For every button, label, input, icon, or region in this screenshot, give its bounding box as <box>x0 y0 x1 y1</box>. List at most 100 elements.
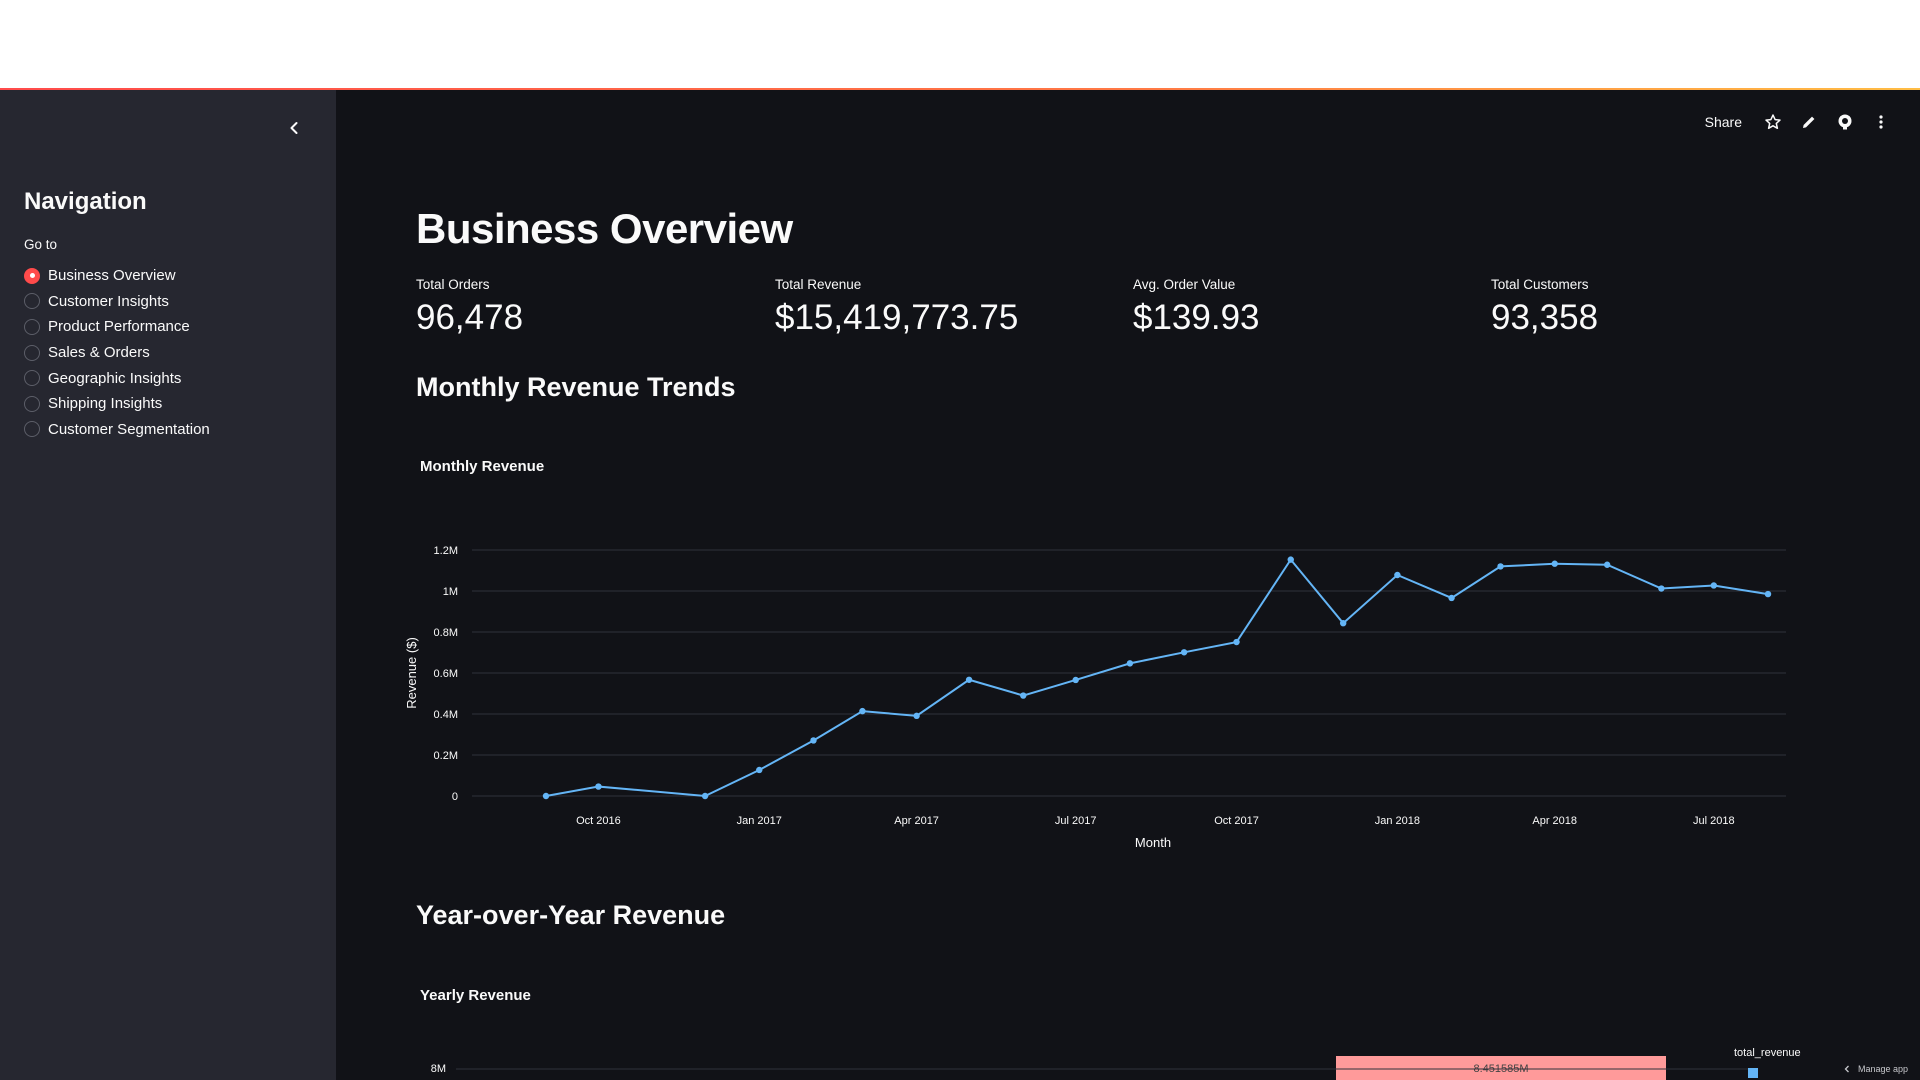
x-tick-label: Oct 2017 <box>1214 815 1259 827</box>
x-axis-title: Month <box>1135 835 1171 850</box>
data-point <box>859 707 866 715</box>
pencil-icon[interactable] <box>1800 113 1818 131</box>
nav-option-label: Product Performance <box>48 318 190 336</box>
page-title: Business Overview <box>416 205 793 252</box>
y-tick-label: 0.8M <box>434 627 458 639</box>
nav-option-label: Business Overview <box>48 267 176 285</box>
metric-value: 96,478 <box>416 298 524 337</box>
y-tick-label: 0 <box>452 791 458 803</box>
y-tick-label: 1.2M <box>434 545 458 557</box>
data-point <box>1497 563 1504 570</box>
data-point <box>1710 582 1718 589</box>
data-point <box>1233 638 1240 646</box>
nav-option-label: Geographic Insights <box>48 369 182 387</box>
data-point <box>965 676 973 683</box>
data-point <box>1072 676 1079 684</box>
chevron-left-icon <box>1844 1065 1849 1073</box>
nav-option[interactable]: Geographic Insights <box>24 365 210 391</box>
share-button[interactable]: Share <box>1704 114 1742 130</box>
sidebar: Navigation Go to Business Overview Custom… <box>0 90 336 1080</box>
data-point <box>1658 585 1665 592</box>
x-tick-label: Jul 2018 <box>1693 815 1735 827</box>
navigation-radio-group: Business Overview Customer Insights Produc… <box>24 263 210 442</box>
chevron-left-icon <box>290 122 298 134</box>
manage-app-button[interactable]: Manage app <box>1842 1064 1908 1074</box>
metric-total-customers: Total Customers 93,358 <box>1491 277 1598 338</box>
data-point <box>1180 649 1188 656</box>
data-point <box>913 712 920 720</box>
data-point <box>701 792 709 800</box>
nav-option-label: Shipping Insights <box>48 395 163 413</box>
radio-unchecked[interactable] <box>24 370 40 387</box>
nav-option[interactable]: Sales & Orders <box>24 340 210 366</box>
x-tick-label: Apr 2017 <box>894 815 939 827</box>
legend-title: total_revenue <box>1734 1047 1801 1059</box>
nav-option[interactable]: Customer Segmentation <box>24 417 210 443</box>
x-tick-label: Jan 2017 <box>737 815 782 827</box>
top-blank-area <box>0 0 1920 88</box>
more-vertical-icon[interactable] <box>1872 113 1890 131</box>
data-point <box>595 783 602 790</box>
y-tick-label: 8M <box>431 1063 446 1075</box>
metric-label: Total Revenue <box>775 277 862 292</box>
app-container: Navigation Go to Business Overview Custom… <box>0 90 1920 1080</box>
metric-label: Total Customers <box>1491 277 1589 292</box>
data-point <box>1764 590 1772 598</box>
nav-option-label: Customer Insights <box>48 292 169 310</box>
data-point <box>1287 556 1294 563</box>
radio-unchecked[interactable] <box>24 421 40 438</box>
legend-swatch <box>1748 1068 1758 1078</box>
data-point <box>1394 571 1401 579</box>
nav-option[interactable]: Customer Insights <box>24 289 210 315</box>
nav-option[interactable]: Business Overview <box>24 263 210 289</box>
x-tick-label: Jul 2017 <box>1055 815 1097 827</box>
data-point <box>1448 594 1455 602</box>
radio-unchecked[interactable] <box>24 293 40 310</box>
data-point <box>756 766 763 774</box>
metric-total-revenue: Total Revenue $15,419,773.75 <box>775 277 1018 338</box>
radio-unchecked[interactable] <box>24 318 40 335</box>
nav-option[interactable]: Product Performance <box>24 314 210 340</box>
radio-unchecked[interactable] <box>24 395 40 412</box>
y-tick-label: 0.2M <box>434 750 458 762</box>
radio-unchecked[interactable] <box>24 344 40 361</box>
sidebar-title: Navigation <box>24 188 147 215</box>
monthly-revenue-chart[interactable]: 0 0.2M 0.4M 0.6M 0.8M 1M 1.2M Oct 2016 Jan 2017 A… <box>406 510 1786 940</box>
nav-option-label: Customer Segmentation <box>48 420 210 438</box>
github-icon[interactable] <box>1836 113 1854 131</box>
y-axis-title: Revenue ($) <box>406 637 419 709</box>
revenue-line <box>545 557 1769 798</box>
main-content: Share Business Overview Total Orders <box>336 90 1920 1080</box>
data-point <box>1551 560 1558 567</box>
section-heading-monthly-revenue: Monthly Revenue Trends <box>416 372 736 402</box>
app-toolbar: Share <box>1705 110 1890 134</box>
header-decoration <box>0 88 1920 90</box>
x-tick-label: Oct 2016 <box>576 815 621 827</box>
metric-value: $139.93 <box>1133 298 1260 337</box>
y-tick-label: 0.4M <box>434 709 458 721</box>
x-tick-label: Jan 2018 <box>1375 815 1420 827</box>
nav-option-label: Sales & Orders <box>48 344 150 362</box>
nav-option[interactable]: Shipping Insights <box>24 391 210 417</box>
section-heading-yearly-revenue: Year-over-Year Revenue <box>416 900 726 930</box>
radio-group-label: Go to <box>24 237 58 252</box>
y-tick-label: 0.6M <box>434 668 458 680</box>
metric-label: Total Orders <box>416 277 490 292</box>
metric-value: 93,358 <box>1491 298 1599 337</box>
data-point <box>542 792 550 800</box>
star-icon[interactable] <box>1764 113 1782 131</box>
manage-app-label: Manage app <box>1857 1064 1908 1074</box>
data-point <box>1339 619 1347 627</box>
y-tick-label: 1M <box>443 586 458 598</box>
data-point <box>1603 561 1611 568</box>
data-point <box>1020 692 1027 699</box>
metric-label: Avg. Order Value <box>1133 277 1236 292</box>
collapse-sidebar-button[interactable] <box>283 117 305 139</box>
metric-avg-order-value: Avg. Order Value $139.93 <box>1133 277 1260 338</box>
bar <box>1336 1056 1666 1080</box>
metric-value: $15,419,773.75 <box>775 298 1019 337</box>
radio-checked[interactable] <box>24 267 40 284</box>
chart-title-monthly-revenue: Monthly Revenue <box>420 458 545 475</box>
metric-total-orders: Total Orders 96,478 <box>416 277 523 338</box>
